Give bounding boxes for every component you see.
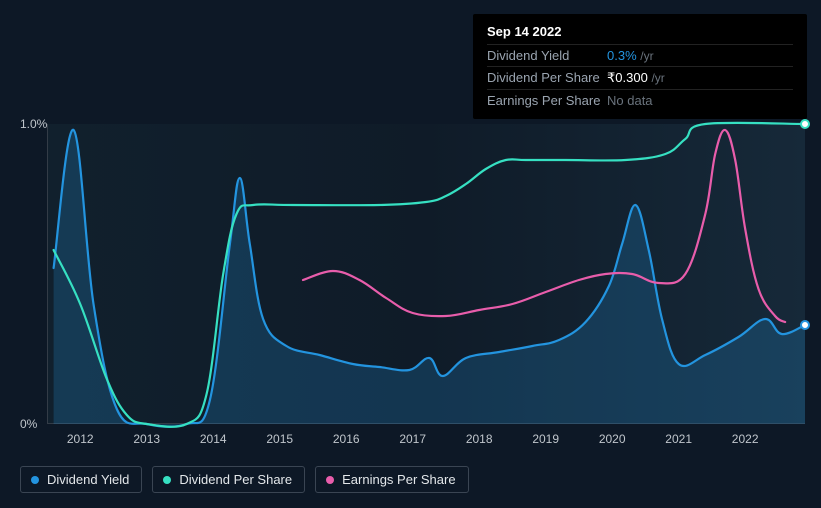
legend-label: Dividend Yield: [47, 472, 129, 487]
x-tick-label: 2017: [399, 432, 426, 446]
x-tick-label: 2020: [599, 432, 626, 446]
x-tick-label: 2022: [732, 432, 759, 446]
legend-item[interactable]: Dividend Yield: [20, 466, 142, 493]
tooltip-date: Sep 14 2022: [487, 22, 793, 44]
dividend-chart: Sep 14 2022 Dividend Yield0.3% /yrDivide…: [0, 0, 821, 508]
earnings-per-share-line: [303, 130, 785, 322]
x-tick-label: 2012: [67, 432, 94, 446]
y-tick-label: 0%: [20, 417, 37, 431]
legend-item[interactable]: Earnings Per Share: [315, 466, 468, 493]
series-end-marker: [800, 119, 810, 129]
chart-tooltip: Sep 14 2022 Dividend Yield0.3% /yrDivide…: [473, 14, 807, 119]
tooltip-label: Earnings Per Share: [487, 91, 607, 111]
tooltip-value: ₹0.300 /yr: [607, 68, 793, 88]
tooltip-label: Dividend Per Share: [487, 68, 607, 88]
tooltip-row: Dividend Per Share₹0.300 /yr: [487, 66, 793, 89]
tooltip-value: No data: [607, 91, 793, 111]
x-tick-label: 2019: [532, 432, 559, 446]
x-tick-label: 2014: [200, 432, 227, 446]
chart-legend: Dividend Yield Dividend Per Share Earnings…: [20, 466, 469, 493]
y-tick-label: 1.0%: [20, 117, 47, 131]
legend-item[interactable]: Dividend Per Share: [152, 466, 305, 493]
series-end-marker: [800, 320, 810, 330]
x-tick-label: 2021: [665, 432, 692, 446]
x-tick-label: 2016: [333, 432, 360, 446]
plot-area: [47, 124, 805, 424]
x-tick-label: 2013: [133, 432, 160, 446]
dividend-yield-area: [54, 130, 805, 427]
tooltip-row: Earnings Per ShareNo data: [487, 89, 793, 112]
chart-lines: [47, 124, 805, 424]
x-tick-label: 2015: [266, 432, 293, 446]
legend-dot-icon: [163, 476, 171, 484]
tooltip-row: Dividend Yield0.3% /yr: [487, 44, 793, 67]
x-tick-label: 2018: [466, 432, 493, 446]
legend-dot-icon: [31, 476, 39, 484]
legend-label: Dividend Per Share: [179, 472, 292, 487]
legend-label: Earnings Per Share: [342, 472, 455, 487]
tooltip-value: 0.3% /yr: [607, 46, 793, 66]
legend-dot-icon: [326, 476, 334, 484]
tooltip-label: Dividend Yield: [487, 46, 607, 66]
